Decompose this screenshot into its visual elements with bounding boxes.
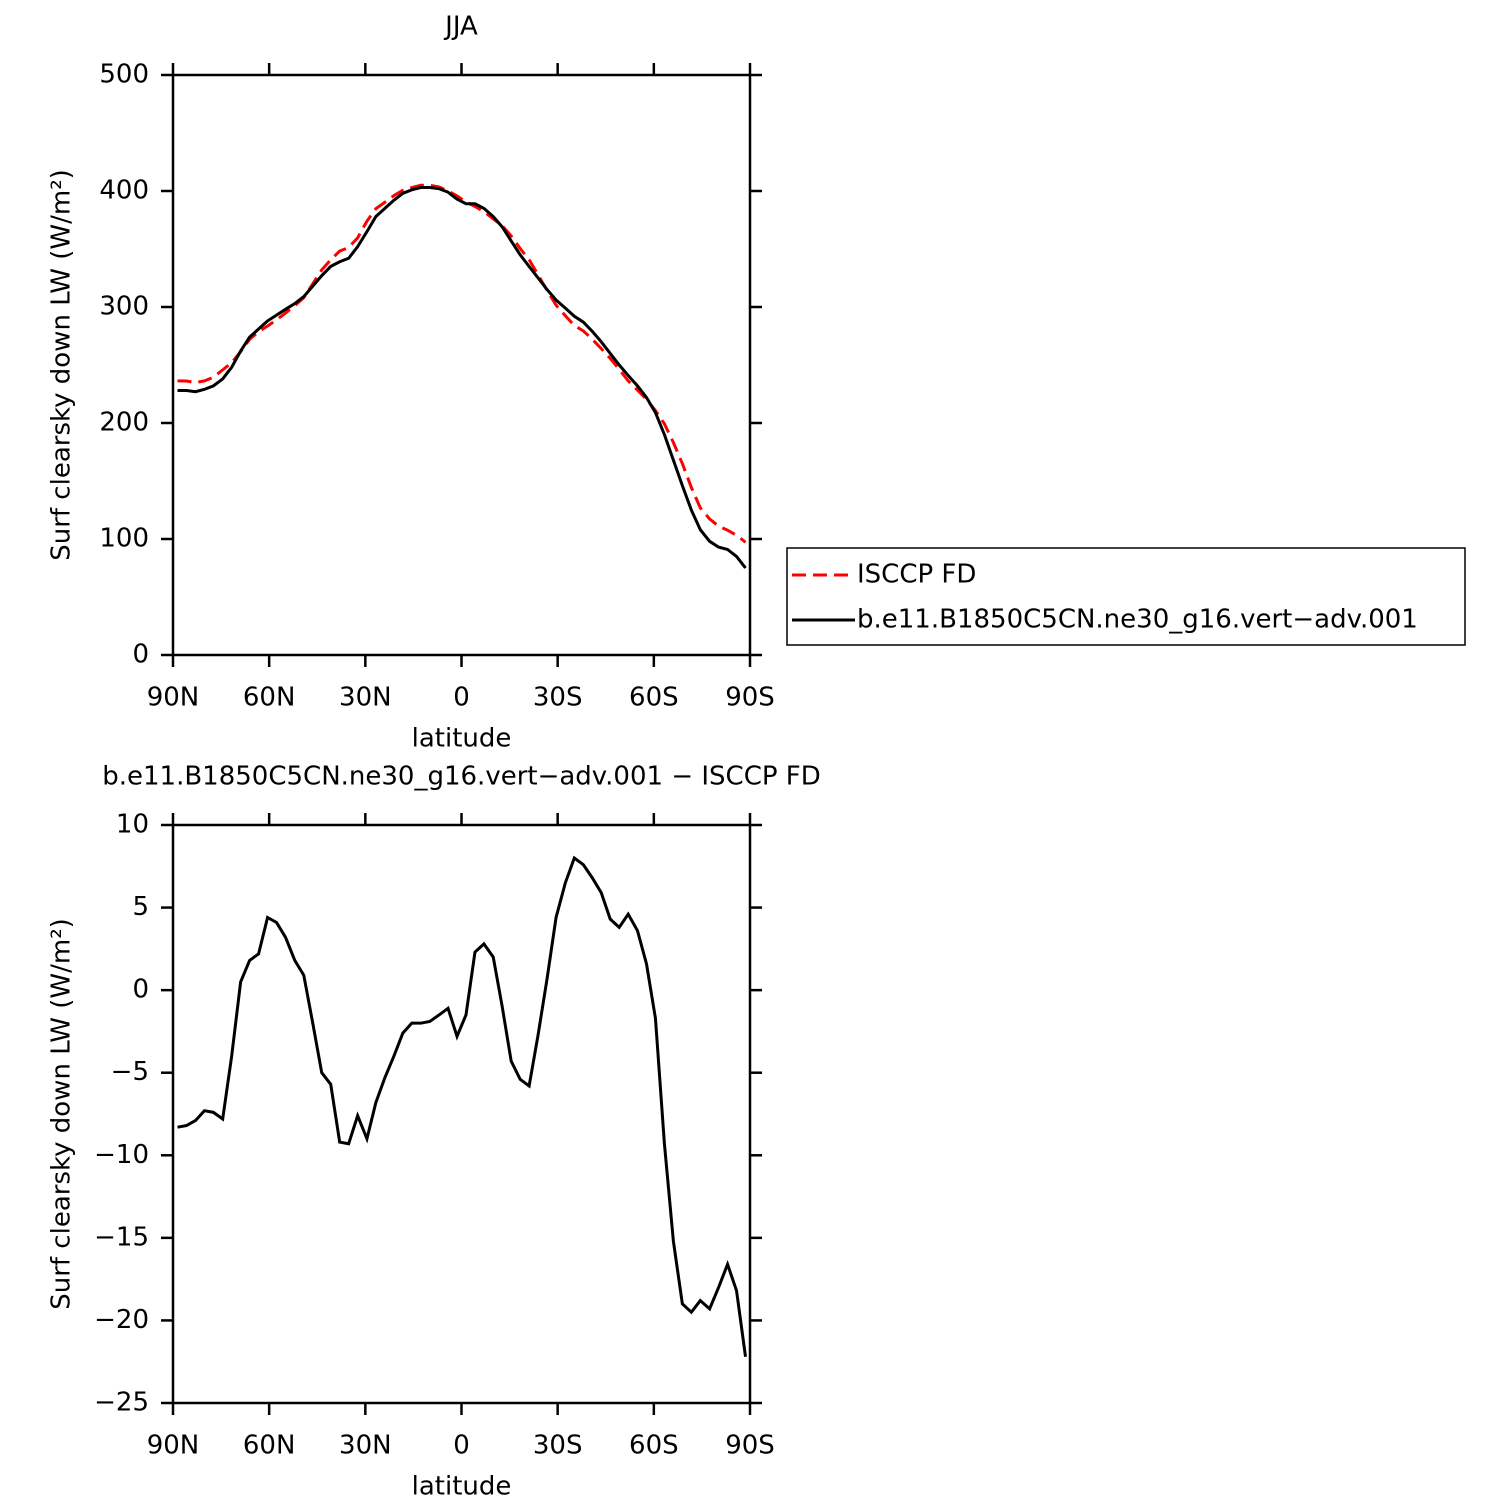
y-tick-label: −20: [94, 1305, 149, 1335]
y-tick-label: 100: [99, 524, 149, 554]
x-axis-label: latitude: [412, 1472, 512, 1502]
x-tick-label: 0: [453, 1431, 470, 1461]
chart-title: b.e11.B1850C5CN.ne30_g16.vert−adv.001 − …: [102, 762, 821, 792]
legend-label: ISCCP FD: [857, 560, 976, 590]
y-tick-label: −15: [94, 1222, 149, 1252]
y-tick-label: 5: [132, 892, 149, 922]
data-line: [177, 855, 747, 1357]
y-tick-label: −25: [94, 1388, 149, 1418]
y-tick-label: −10: [94, 1140, 149, 1170]
y-tick-label: 200: [99, 408, 149, 438]
x-tick-label: 90N: [147, 683, 200, 713]
y-axis-label: Surf clearsky down LW (W/m²): [47, 169, 77, 561]
chart-title: JJA: [443, 12, 478, 42]
x-tick-label: 30S: [533, 683, 583, 713]
x-tick-label: 30N: [339, 683, 392, 713]
y-tick-label: 10: [116, 810, 149, 840]
x-tick-label: 60S: [629, 683, 679, 713]
legend-box: [786, 547, 1466, 646]
y-tick-label: 0: [132, 975, 149, 1005]
y-tick-label: 0: [132, 640, 149, 670]
data-line: [177, 186, 747, 569]
y-axis-label: Surf clearsky down LW (W/m²): [47, 918, 77, 1310]
x-tick-label: 60S: [629, 1431, 679, 1461]
y-tick-label: −5: [111, 1057, 149, 1087]
x-tick-label: 30S: [533, 1431, 583, 1461]
x-axis-label: latitude: [412, 724, 512, 754]
plot-frame: [171, 73, 752, 657]
x-tick-label: 90S: [725, 683, 775, 713]
y-tick-label: 500: [99, 60, 149, 90]
y-tick-label: 400: [99, 176, 149, 206]
x-tick-label: 30N: [339, 1431, 392, 1461]
x-tick-label: 0: [453, 683, 470, 713]
y-tick-label: 300: [99, 292, 149, 322]
x-tick-label: 90S: [725, 1431, 775, 1461]
data-line: [177, 183, 747, 544]
x-tick-label: 60N: [243, 683, 296, 713]
x-tick-label: 60N: [243, 1431, 296, 1461]
legend-label: b.e11.B1850C5CN.ne30_g16.vert−adv.001: [857, 605, 1418, 635]
x-tick-label: 90N: [147, 1431, 200, 1461]
